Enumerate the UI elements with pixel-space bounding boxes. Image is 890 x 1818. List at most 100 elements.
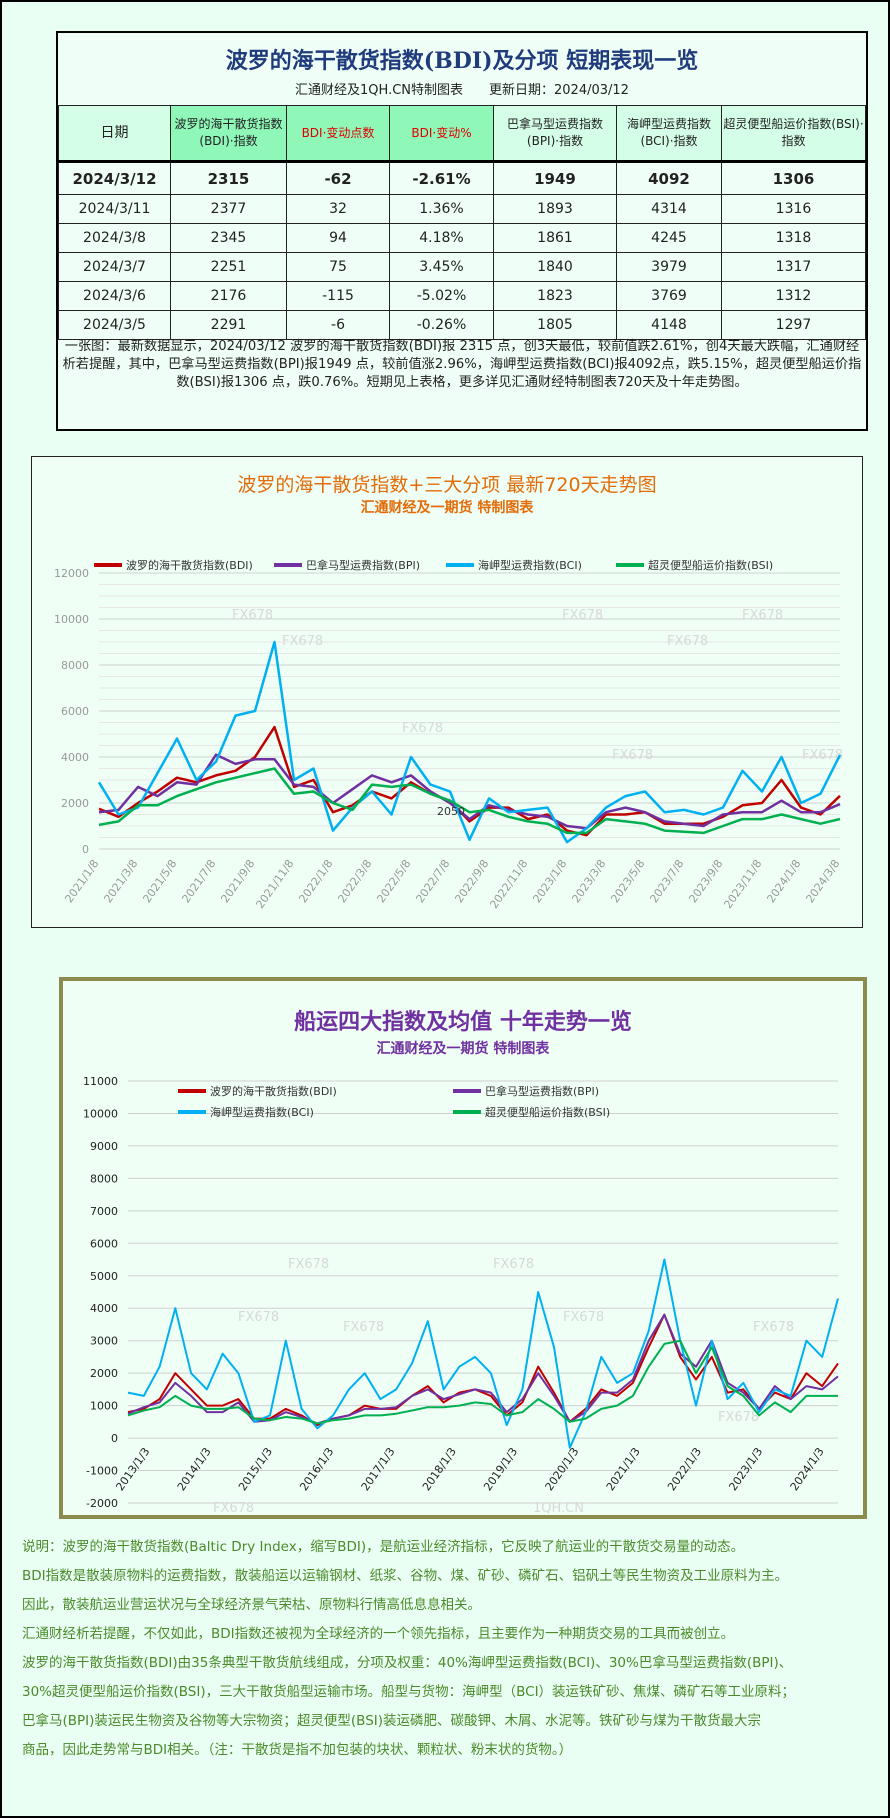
- chart-720-days: 波罗的海干散货指数+三大分项 最新720天走势图 汇通财经及一期货 特制图表 0 20…: [31, 456, 863, 928]
- note-line: 波罗的海干散货指数(BDI)由35条典型干散货航线组成，分项及权重：40%海岬型…: [22, 1655, 793, 1671]
- x-tick-label: 2018/1/3: [420, 1445, 459, 1493]
- x-tick-label: 2019/1/3: [481, 1445, 520, 1493]
- x-tick-label: 2021/5/8: [140, 857, 179, 905]
- series-line-bsi: [127, 1339, 838, 1425]
- x-tick-label: 2023/1/3: [726, 1445, 765, 1493]
- y-tick-label: 6000: [61, 705, 89, 718]
- y-tick-label: 10000: [83, 1107, 118, 1120]
- note-line: 因此，散装航运业营运状况与全球经济景气荣枯、原物料行情高低息息相关。: [22, 1597, 481, 1613]
- table-cell: -115: [286, 281, 390, 311]
- x-tick-label: 2024/1/3: [788, 1445, 827, 1493]
- watermark: FX678: [562, 608, 603, 623]
- table-cell: 1893: [493, 194, 617, 224]
- table-cell: 1840: [493, 252, 617, 282]
- table-cell: -6: [286, 310, 390, 340]
- table-cell: 2024/3/5: [58, 310, 171, 340]
- table-cell: 4.18%: [389, 223, 494, 253]
- table-cell: 2291: [170, 310, 287, 340]
- note-line: 说明：波罗的海干散货指数(Baltic Dry Index，缩写BDI)，是航运…: [22, 1539, 745, 1555]
- x-tick-label: 2023/7/8: [647, 857, 686, 905]
- watermark: FX678: [282, 634, 323, 649]
- table-cell: 1317: [721, 252, 866, 282]
- header-bpi: 巴拿马型运费指数(BPI)·指数: [493, 105, 617, 162]
- header-bci: 海岬型运费指数(BCI)·指数: [616, 105, 722, 162]
- x-tick-label: 2024/3/8: [803, 857, 842, 905]
- chart-title: 波罗的海干散货指数+三大分项 最新720天走势图: [237, 474, 656, 496]
- table-cell: 32: [286, 194, 390, 224]
- x-tick-label: 2021/1/8: [62, 857, 101, 905]
- x-tick-label: 2022/5/8: [374, 857, 413, 905]
- x-tick-label: 2021/3/8: [101, 857, 140, 905]
- legend-label-bpi: 巴拿马型运费指数(BPI): [306, 558, 420, 572]
- table-cell: 2024/3/7: [58, 252, 171, 282]
- y-tick-label: 3000: [90, 1335, 118, 1348]
- y-tick-label: 7000: [90, 1205, 118, 1218]
- header-bdi: 波罗的海干散货指数(BDI)·指数: [170, 105, 287, 162]
- series-line-bsi: [98, 767, 841, 835]
- legend-label-bsi: 超灵便型船运价指数(BSI): [485, 1105, 610, 1119]
- note-line: 商品，因此走势常与BDI相关。（注：干散货是指不加包装的块状、颗粒状、粉末状的货…: [22, 1742, 573, 1758]
- y-tick-label: 1000: [90, 1400, 118, 1413]
- x-tick-label: 2022/9/8: [452, 857, 491, 905]
- table-cell: 1318: [721, 223, 866, 253]
- x-tick-label: 2023/11/8: [721, 857, 764, 911]
- x-tick-label: 2024/1/8: [764, 857, 803, 905]
- table-cell: 2377: [170, 194, 287, 224]
- note-line: BDI指数是散装原物料的运费指数，散装船运以运输钢材、纸浆、谷物、煤、矿砂、磷矿…: [22, 1568, 789, 1584]
- table-cell: 2315: [170, 161, 287, 195]
- table-row: 2024/3/8 2345 94 4.18% 1861 4245 1318: [58, 223, 866, 253]
- explanation-notes: 说明：波罗的海干散货指数(Baltic Dry Index，缩写BDI)，是航运…: [22, 1533, 882, 1765]
- table-cell: 4245: [616, 223, 722, 253]
- table-cell: 1.36%: [389, 194, 494, 224]
- watermark: FX678: [402, 721, 443, 736]
- chart-annotation: 2050: [437, 805, 465, 818]
- table-cell: 1949: [493, 161, 617, 195]
- table-cell: -0.26%: [389, 310, 494, 340]
- y-tick-label: 10000: [54, 613, 89, 626]
- x-tick-label: 2023/5/8: [608, 857, 647, 905]
- table-cell: 1297: [721, 310, 866, 340]
- watermark: FX678: [753, 1320, 794, 1335]
- summary-table: 日期 波罗的海干散货指数(BDI)·指数 BDI·变动点数 BDI·变动% 巴拿…: [58, 105, 866, 340]
- series-line-bdi: [127, 1313, 839, 1427]
- table-cell: 4092: [616, 161, 722, 195]
- header-date: 日期: [58, 105, 171, 162]
- x-tick-label: 2023/9/8: [686, 857, 725, 905]
- y-tick-label: 2000: [90, 1367, 118, 1380]
- x-tick-label: 2021/11/8: [253, 857, 296, 911]
- watermark: FX678: [742, 608, 783, 623]
- table-cell: 1306: [721, 161, 866, 195]
- watermark: FX678: [718, 1410, 759, 1425]
- header-bdi-change-pct: BDI·变动%: [389, 105, 494, 162]
- legend-label-bdi: 波罗的海干散货指数(BDI): [126, 558, 253, 572]
- table-cell: 3.45%: [389, 252, 494, 282]
- series-line-bpi: [98, 753, 841, 830]
- table-cell: 1312: [721, 281, 866, 311]
- legend-label-bci: 海岬型运费指数(BCI): [210, 1105, 314, 1119]
- watermark: FX678: [213, 1501, 254, 1515]
- table-title: 波罗的海干散货指数(BDI)及分项 短期表现一览: [225, 48, 699, 74]
- watermark: FX678: [288, 1257, 329, 1272]
- watermark: FX678: [563, 1310, 604, 1325]
- watermark: FX678: [493, 1257, 534, 1272]
- y-tick-label: 2000: [61, 797, 89, 810]
- table-cell: 2176: [170, 281, 287, 311]
- x-tick-label: 2016/1/3: [297, 1445, 336, 1493]
- table-row: 2024/3/7 2251 75 3.45% 1840 3979 1317: [58, 252, 866, 282]
- table-cell: 2024/3/12: [58, 161, 171, 195]
- table-header-row: 日期 波罗的海干散货指数(BDI)·指数 BDI·变动点数 BDI·变动% 巴拿…: [58, 105, 866, 162]
- y-tick-label: -2000: [86, 1497, 118, 1510]
- y-tick-label: 9000: [90, 1140, 118, 1153]
- legend-label-bdi: 波罗的海干散货指数(BDI): [210, 1084, 337, 1098]
- table-cell: 2024/3/8: [58, 223, 171, 253]
- summary-table-panel: 波罗的海干散货指数(BDI)及分项 短期表现一览 汇通财经及1QH.CN特制图表…: [56, 31, 868, 431]
- y-tick-label: 11000: [83, 1075, 118, 1088]
- table-row: 2024/3/12 2315 -62 -2.61% 1949 4092 1306: [58, 161, 866, 195]
- legend-label-bsi: 超灵便型船运价指数(BSI): [648, 558, 773, 572]
- x-tick-label: 2023/1/8: [530, 857, 569, 905]
- x-tick-label: 2022/3/8: [335, 857, 374, 905]
- y-tick-label: 5000: [90, 1270, 118, 1283]
- x-tick-label: 2015/1/3: [236, 1445, 275, 1493]
- table-cell: -5.02%: [389, 281, 494, 311]
- watermark: FX678: [612, 748, 653, 763]
